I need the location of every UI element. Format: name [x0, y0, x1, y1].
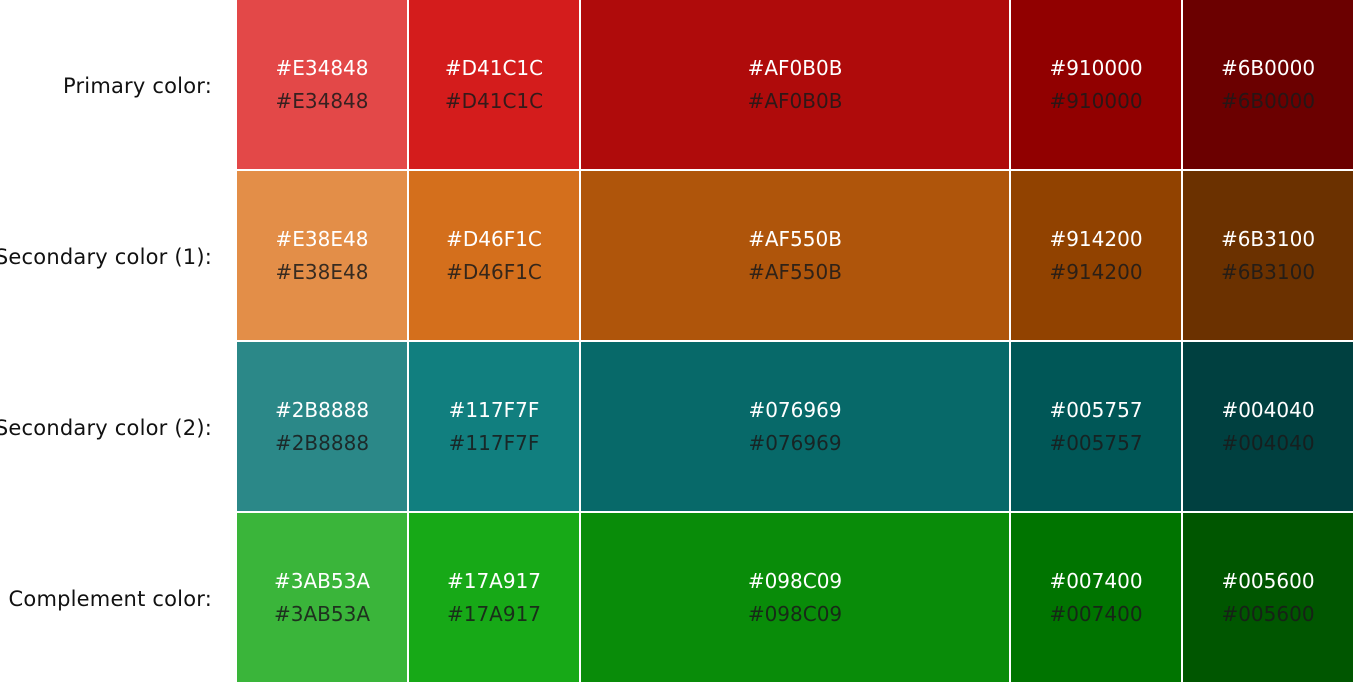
swatch-hex-light: #004040: [1221, 397, 1315, 422]
row-label: Secondary color (1):: [0, 244, 212, 269]
row-label: Complement color:: [8, 586, 212, 611]
swatch-hex-light: #076969: [748, 397, 842, 422]
color-swatch: #3AB53A #3AB53A: [237, 513, 407, 682]
swatch-hex-light: #6B3100: [1220, 226, 1316, 251]
swatch-hex-dark: #117F7F: [448, 430, 540, 455]
color-swatch: #2B8888 #2B8888: [237, 342, 407, 511]
color-swatch: #AF0B0B #AF0B0B: [581, 0, 1009, 169]
palette-row-complement: Complement color: #3AB53A #3AB53A #17A91…: [0, 513, 1353, 683]
color-swatch: #E38E48 #E38E48: [237, 171, 407, 340]
color-swatch: #D41C1C #D41C1C: [409, 0, 579, 169]
color-swatch: #007400 #007400: [1011, 513, 1181, 682]
row-label: Primary color:: [62, 73, 212, 98]
color-swatch: #17A917 #17A917: [409, 513, 579, 682]
swatch-hex-dark: #AF550B: [748, 259, 842, 284]
swatch-hex-light: #914200: [1049, 226, 1143, 251]
swatch-hex-light: #005600: [1221, 568, 1315, 593]
swatch-hex-light: #098C09: [747, 568, 843, 593]
palette-row-primary: Primary color: #E34848 #E34848 #D41C1C #…: [0, 0, 1353, 171]
swatch-hex-dark: #D41C1C: [444, 88, 544, 113]
color-swatch: #D46F1C #D46F1C: [409, 171, 579, 340]
color-swatch: #6B3100 #6B3100: [1183, 171, 1353, 340]
palette-row-secondary-1: Secondary color (1): #E38E48 #E38E48 #D4…: [0, 171, 1353, 342]
swatch-hex-light: #3AB53A: [273, 568, 370, 593]
color-swatch: #005600 #005600: [1183, 513, 1353, 682]
swatch-hex-light: #AF0B0B: [747, 55, 843, 80]
swatch-hex-dark: #2B8888: [274, 430, 370, 455]
swatch-hex-light: #2B8888: [274, 397, 370, 422]
swatch-hex-dark: #D46F1C: [446, 259, 542, 284]
color-swatch: #098C09 #098C09: [581, 513, 1009, 682]
swatch-hex-light: #D46F1C: [446, 226, 542, 251]
swatch-hex-light: #6B0000: [1220, 55, 1316, 80]
color-swatch: #6B0000 #6B0000: [1183, 0, 1353, 169]
swatch-hex-dark: #6B3100: [1220, 259, 1316, 284]
swatch-hex-light: #007400: [1049, 568, 1143, 593]
swatch-hex-light: #E38E48: [275, 226, 369, 251]
color-swatch: #910000 #910000: [1011, 0, 1181, 169]
swatch-hex-dark: #6B0000: [1220, 88, 1316, 113]
swatch-hex-dark: #910000: [1049, 88, 1143, 113]
palette-row-secondary-2: Secondary color (2): #2B8888 #2B8888 #11…: [0, 342, 1353, 513]
swatch-hex-dark: #E34848: [275, 88, 369, 113]
swatch-hex-dark: #098C09: [747, 601, 843, 626]
swatch-hex-light: #D41C1C: [444, 55, 544, 80]
swatch-hex-dark: #005757: [1049, 430, 1143, 455]
swatch-hex-light: #005757: [1049, 397, 1143, 422]
color-swatch: #E34848 #E34848: [237, 0, 407, 169]
swatch-hex-light: #117F7F: [448, 397, 540, 422]
color-swatch: #005757 #005757: [1011, 342, 1181, 511]
row-label: Secondary color (2):: [0, 415, 212, 440]
color-swatch: #AF550B #AF550B: [581, 171, 1009, 340]
swatch-hex-light: #910000: [1049, 55, 1143, 80]
swatch-hex-dark: #3AB53A: [273, 601, 370, 626]
swatch-hex-light: #AF550B: [748, 226, 842, 251]
swatch-hex-light: #E34848: [275, 55, 369, 80]
swatch-hex-dark: #076969: [748, 430, 842, 455]
color-swatch: #914200 #914200: [1011, 171, 1181, 340]
swatch-hex-dark: #914200: [1049, 259, 1143, 284]
color-swatch: #004040 #004040: [1183, 342, 1353, 511]
swatch-hex-light: #17A917: [446, 568, 542, 593]
color-swatch: #076969 #076969: [581, 342, 1009, 511]
swatch-hex-dark: #007400: [1049, 601, 1143, 626]
swatch-hex-dark: #AF0B0B: [747, 88, 843, 113]
swatch-hex-dark: #005600: [1221, 601, 1315, 626]
swatch-hex-dark: #004040: [1221, 430, 1315, 455]
swatch-hex-dark: #E38E48: [275, 259, 369, 284]
color-swatch: #117F7F #117F7F: [409, 342, 579, 511]
swatch-hex-dark: #17A917: [446, 601, 542, 626]
